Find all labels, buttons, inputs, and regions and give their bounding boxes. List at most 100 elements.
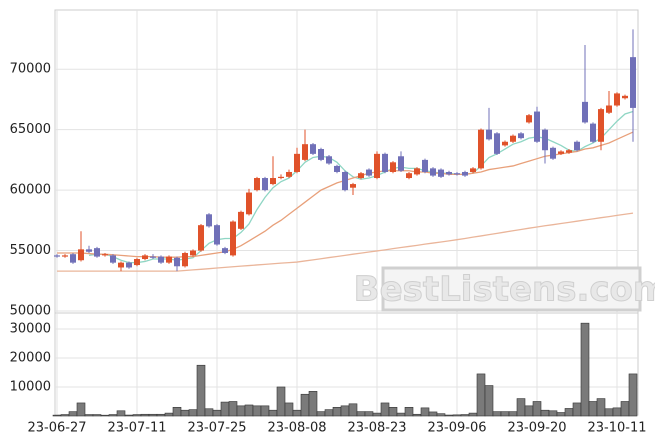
candle-body (190, 250, 196, 256)
moving-average-line (57, 212, 634, 272)
background-layer (55, 10, 638, 415)
candle-body (590, 123, 596, 142)
candle-body (622, 95, 628, 99)
candle-body (182, 252, 188, 267)
volume-bar (604, 408, 614, 417)
candle-body (382, 153, 388, 172)
candle-body (294, 153, 300, 172)
volume-bar (596, 398, 606, 417)
candle-body (614, 93, 620, 106)
volume-bar (164, 412, 174, 417)
volume-bar (148, 413, 158, 417)
candle-body (598, 109, 604, 142)
watermark: BestListens.com (354, 270, 655, 310)
candle-body (406, 173, 412, 179)
candle-body (366, 169, 372, 176)
volume-bar (516, 398, 526, 417)
candle-body (526, 115, 532, 123)
candle-body (462, 171, 468, 176)
candle-body (62, 255, 68, 257)
candle-body (326, 156, 332, 164)
watermark-box (381, 266, 642, 312)
volume-bar (524, 405, 534, 417)
x-tick-label: 23-08-23 (347, 421, 406, 436)
volume-bar (532, 401, 542, 417)
x-tick-label: 23-09-20 (507, 421, 566, 436)
volume-bar (252, 405, 262, 417)
volume-bar (172, 406, 182, 417)
volume-bar (116, 410, 126, 417)
volume-bar (84, 414, 94, 417)
volume-bar (556, 412, 566, 417)
candle-body (318, 149, 324, 160)
candle-body (470, 168, 476, 172)
candle-body (334, 165, 340, 172)
candle-body (238, 211, 244, 229)
candle-body (358, 173, 364, 179)
volume-bar (412, 413, 422, 417)
volume-bar (300, 393, 310, 417)
plot-frame (54, 9, 639, 416)
x-tick-label: 23-08-08 (267, 421, 326, 436)
x-tick-label: 23-07-25 (187, 421, 246, 436)
candle-body (342, 171, 348, 191)
y-tick-label: 70000 (10, 62, 51, 77)
candle-body (486, 129, 492, 140)
volume-bar (140, 413, 150, 417)
volume-bar (292, 409, 302, 417)
volume-bar (212, 409, 222, 417)
volume-bar (476, 373, 486, 417)
volume-bar (364, 411, 374, 417)
volume-bar (132, 414, 142, 417)
candle-body (350, 184, 356, 188)
x-tick-label: 23-09-06 (427, 421, 486, 436)
candle-body (478, 129, 484, 169)
volume-bar (548, 410, 558, 417)
candle-body (374, 153, 380, 179)
volume-bar (564, 408, 574, 417)
candle-body (286, 171, 292, 177)
volume-bar (540, 409, 550, 417)
volume-bar (380, 402, 390, 417)
volume-bar (484, 385, 494, 417)
candle-body (70, 254, 76, 263)
candle-body (566, 150, 572, 153)
candle-body (142, 255, 148, 260)
y-tick-label: 65000 (10, 122, 51, 137)
volume-bar (452, 414, 462, 417)
x-tick-label: 23-06-27 (27, 421, 86, 436)
volume-bar (196, 364, 206, 417)
candle-body (126, 262, 132, 268)
volume-bar (228, 401, 238, 417)
volume-bar (420, 407, 430, 417)
candle-body (446, 171, 452, 175)
volume-bar (572, 402, 582, 417)
volume-bar (332, 406, 342, 417)
volume-bar (100, 415, 110, 417)
candle-body (414, 168, 420, 175)
candle-body (518, 133, 524, 139)
volume-bar (460, 414, 470, 417)
candle-body (454, 173, 460, 175)
candle-body (606, 105, 612, 113)
volume-bar (316, 411, 326, 417)
candle-body (278, 176, 284, 179)
y-tick-label: 30000 (10, 321, 51, 336)
candle-body (390, 162, 396, 172)
volume-bar (628, 373, 638, 417)
candle-body (422, 159, 428, 172)
volume-bar (372, 412, 382, 417)
volume-bar (348, 403, 358, 417)
volume-bar (156, 413, 166, 417)
candle-body (574, 141, 580, 151)
candle-body (54, 255, 60, 257)
candle-body (94, 248, 100, 257)
candle-body (438, 169, 444, 177)
candle-body (582, 101, 588, 123)
moving-average-line (57, 131, 634, 258)
volume-bar (356, 411, 366, 417)
candle-body (630, 57, 636, 108)
volume-bar (68, 411, 78, 417)
